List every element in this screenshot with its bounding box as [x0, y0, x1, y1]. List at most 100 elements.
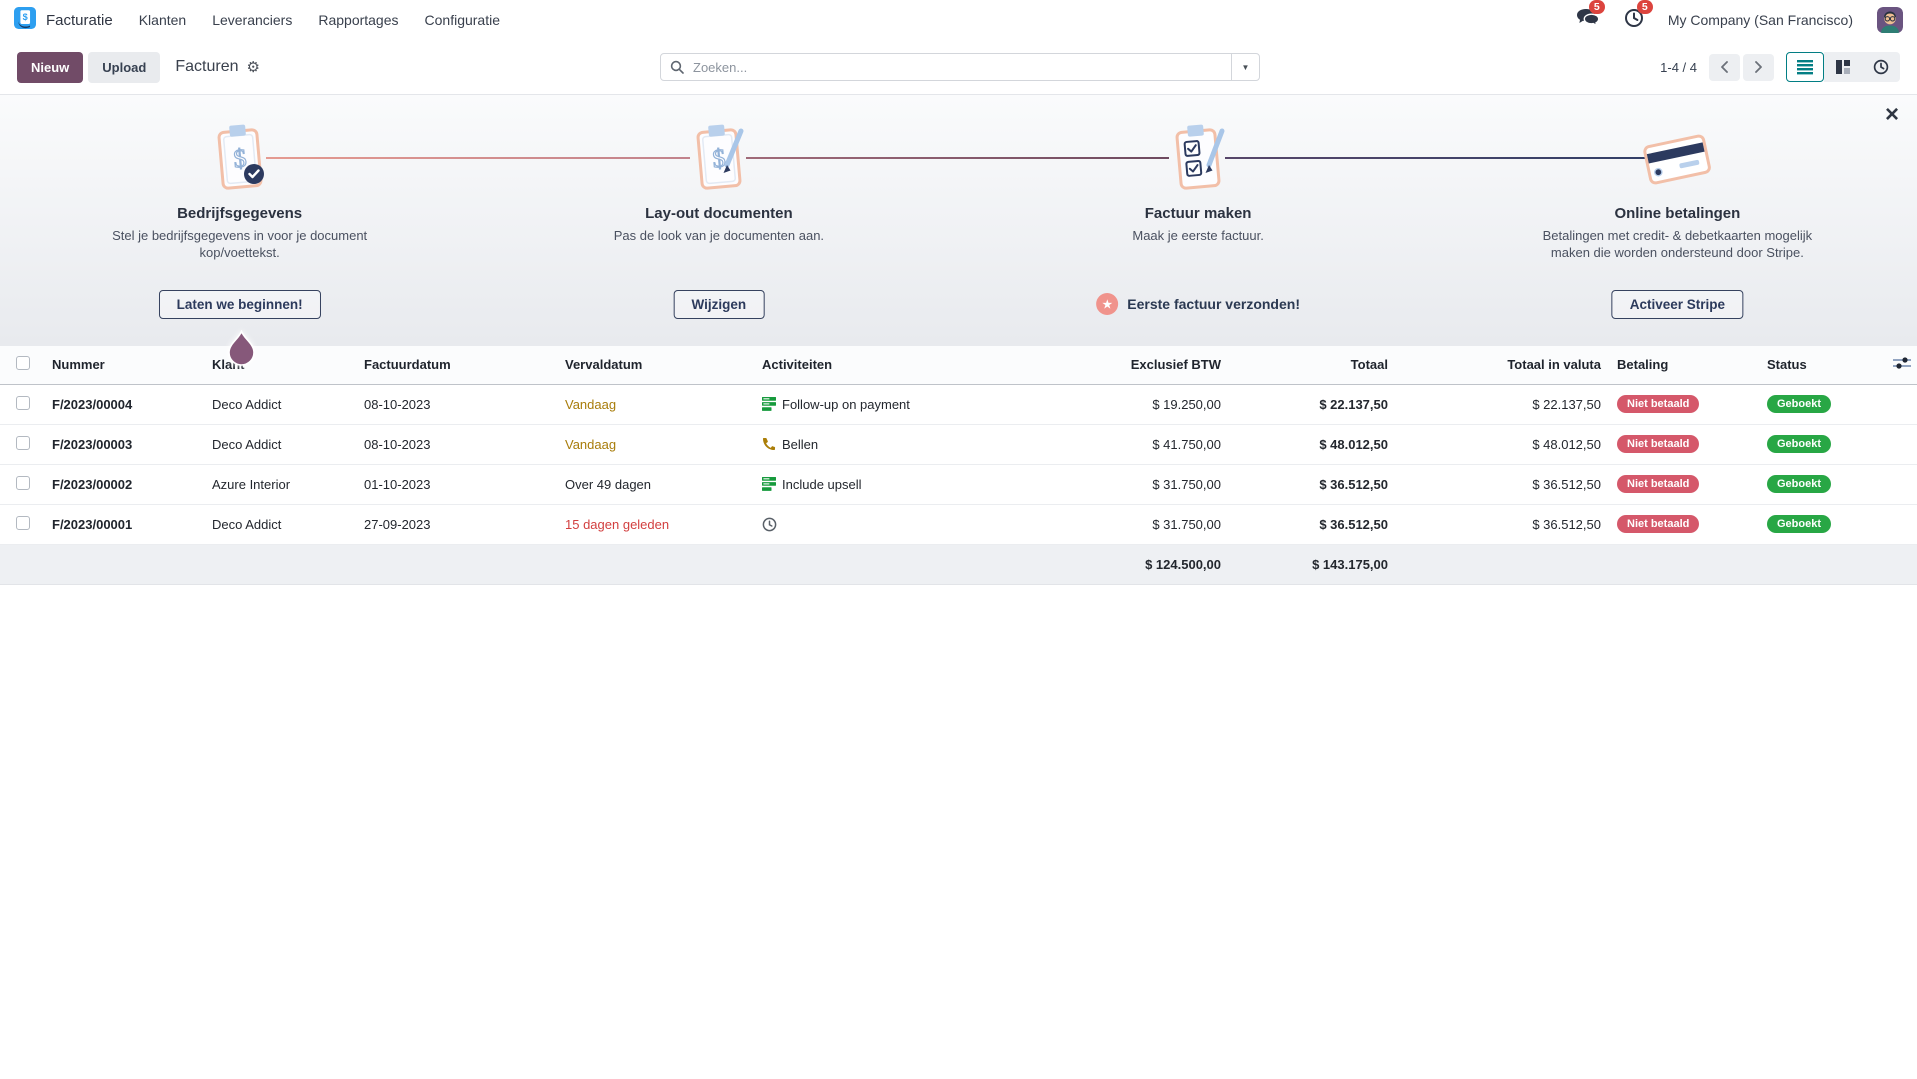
invoice-total[interactable]: $ 22.137,50	[1229, 384, 1396, 424]
invoice-due-date[interactable]: Over 49 dagen	[557, 464, 754, 504]
invoice-row[interactable]: F/2023/00004 Deco Addict 08-10-2023 Vand…	[0, 384, 1917, 424]
invoice-date[interactable]: 01-10-2023	[356, 464, 557, 504]
row-checkbox[interactable]	[16, 516, 30, 530]
invoice-total-currency[interactable]: $ 48.012,50	[1396, 424, 1609, 464]
row-checkbox[interactable]	[16, 476, 30, 490]
kanban-view-button[interactable]	[1824, 52, 1862, 82]
header-customer[interactable]: Klant	[204, 346, 356, 384]
header-payment[interactable]: Betaling	[1609, 346, 1759, 384]
pager-range[interactable]: 1-4 / 4	[1660, 60, 1697, 75]
invoice-payment-cell[interactable]: Niet betaald	[1609, 504, 1759, 544]
header-due-date[interactable]: Vervaldatum	[557, 346, 754, 384]
company-data-start-button[interactable]: Laten we beginnen!	[159, 290, 321, 319]
invoice-total[interactable]: $ 36.512,50	[1229, 504, 1396, 544]
pager-next-button[interactable]	[1743, 54, 1774, 81]
onboarding-step-create-invoice: Factuur maken Maak je eerste factuur. ★ …	[959, 95, 1438, 346]
invoice-payment-cell[interactable]: Niet betaald	[1609, 464, 1759, 504]
header-invoice-date[interactable]: Factuurdatum	[356, 346, 557, 384]
invoice-due-date[interactable]: 15 dagen geleden	[557, 504, 754, 544]
invoice-total[interactable]: $ 36.512,50	[1229, 464, 1396, 504]
invoice-activity-cell[interactable]: Follow-up on payment	[754, 384, 1059, 424]
invoice-number[interactable]: F/2023/00004	[44, 384, 204, 424]
activities-count-badge: 5	[1637, 0, 1653, 14]
invoice-total-currency[interactable]: $ 36.512,50	[1396, 464, 1609, 504]
invoice-status-cell[interactable]: Geboekt	[1759, 504, 1884, 544]
pager-previous-button[interactable]	[1709, 54, 1740, 81]
invoice-customer[interactable]: Azure Interior	[204, 464, 356, 504]
payment-status-badge: Niet betaald	[1617, 435, 1699, 453]
invoice-date[interactable]: 27-09-2023	[356, 504, 557, 544]
clipboard-dollar-pen-icon: $	[683, 119, 755, 197]
activities-button[interactable]: 5	[1624, 8, 1644, 33]
app-name[interactable]: Facturatie	[46, 12, 113, 29]
invoice-row[interactable]: F/2023/00001 Deco Addict 27-09-2023 15 d…	[0, 504, 1917, 544]
invoice-due-date[interactable]: Vandaag	[557, 384, 754, 424]
menu-configuratie[interactable]: Configuratie	[425, 12, 501, 28]
upload-button[interactable]: Upload	[88, 52, 160, 83]
list-view-button[interactable]	[1786, 52, 1824, 82]
invoice-date[interactable]: 08-10-2023	[356, 384, 557, 424]
user-avatar[interactable]	[1877, 7, 1903, 33]
invoice-payment-cell[interactable]: Niet betaald	[1609, 384, 1759, 424]
invoice-untaxed[interactable]: $ 41.750,00	[1059, 424, 1229, 464]
table-footer-row: $ 124.500,00 $ 143.175,00	[0, 544, 1917, 584]
activity-view-button[interactable]	[1862, 52, 1900, 82]
activity-label: Follow-up on payment	[782, 397, 910, 412]
select-all-checkbox[interactable]	[16, 356, 30, 370]
invoice-activity-cell[interactable]: Include upsell	[754, 464, 1059, 504]
invoice-payment-cell[interactable]: Niet betaald	[1609, 424, 1759, 464]
menu-rapportages[interactable]: Rapportages	[318, 12, 398, 28]
header-untaxed[interactable]: Exclusief BTW	[1059, 346, 1229, 384]
menu-klanten[interactable]: Klanten	[139, 12, 186, 28]
search-dropdown-caret-icon[interactable]: ▼	[1231, 54, 1259, 80]
invoice-due-date[interactable]: Vandaag	[557, 424, 754, 464]
sliders-icon	[1892, 356, 1912, 370]
invoice-customer[interactable]: Deco Addict	[204, 384, 356, 424]
invoice-number[interactable]: F/2023/00001	[44, 504, 204, 544]
row-checkbox[interactable]	[16, 436, 30, 450]
invoice-row[interactable]: F/2023/00003 Deco Addict 08-10-2023 Vand…	[0, 424, 1917, 464]
invoice-total-currency[interactable]: $ 22.137,50	[1396, 384, 1609, 424]
header-number[interactable]: Nummer	[44, 346, 204, 384]
invoice-number[interactable]: F/2023/00003	[44, 424, 204, 464]
invoice-total[interactable]: $ 48.012,50	[1229, 424, 1396, 464]
invoice-untaxed[interactable]: $ 19.250,00	[1059, 384, 1229, 424]
invoice-status-cell[interactable]: Geboekt	[1759, 384, 1884, 424]
invoice-date[interactable]: 08-10-2023	[356, 424, 557, 464]
invoice-customer[interactable]: Deco Addict	[204, 504, 356, 544]
invoice-total-currency[interactable]: $ 36.512,50	[1396, 504, 1609, 544]
row-checkbox-cell[interactable]	[0, 384, 44, 424]
invoice-status-cell[interactable]: Geboekt	[1759, 464, 1884, 504]
optional-columns-button[interactable]	[1884, 346, 1917, 384]
header-status[interactable]: Status	[1759, 346, 1884, 384]
status-badge: Geboekt	[1767, 475, 1831, 493]
tasks-icon	[762, 477, 776, 491]
invoice-status-cell[interactable]: Geboekt	[1759, 424, 1884, 464]
row-checkbox-cell[interactable]	[0, 504, 44, 544]
header-activities[interactable]: Activiteiten	[754, 346, 1059, 384]
row-checkbox-cell[interactable]	[0, 464, 44, 504]
new-button[interactable]: Nieuw	[17, 52, 83, 83]
invoice-activity-cell[interactable]: Bellen	[754, 424, 1059, 464]
view-settings-gear-icon[interactable]: ⚙	[247, 58, 260, 76]
search-input[interactable]	[693, 54, 1231, 80]
invoice-number[interactable]: F/2023/00002	[44, 464, 204, 504]
invoice-activity-cell[interactable]	[754, 504, 1059, 544]
row-checkbox[interactable]	[16, 396, 30, 410]
row-checkbox-cell[interactable]	[0, 424, 44, 464]
invoice-untaxed[interactable]: $ 31.750,00	[1059, 464, 1229, 504]
invoice-row[interactable]: F/2023/00002 Azure Interior 01-10-2023 O…	[0, 464, 1917, 504]
invoice-untaxed[interactable]: $ 31.750,00	[1059, 504, 1229, 544]
app-switcher[interactable]: $ Facturatie	[14, 7, 113, 34]
banner-close-icon[interactable]: ×	[1885, 103, 1899, 127]
top-navbar: $ Facturatie Klanten Leveranciers Rappor…	[0, 0, 1917, 40]
activate-stripe-button[interactable]: Activeer Stripe	[1612, 290, 1743, 319]
invoice-customer[interactable]: Deco Addict	[204, 424, 356, 464]
company-switcher[interactable]: My Company (San Francisco)	[1668, 12, 1853, 28]
layout-edit-button[interactable]: Wijzigen	[674, 290, 765, 319]
menu-leveranciers[interactable]: Leveranciers	[212, 12, 292, 28]
header-total[interactable]: Totaal	[1229, 346, 1396, 384]
messages-button[interactable]: 5	[1576, 8, 1600, 33]
select-all-checkbox-cell[interactable]	[0, 346, 44, 384]
header-total-currency[interactable]: Totaal in valuta	[1396, 346, 1609, 384]
